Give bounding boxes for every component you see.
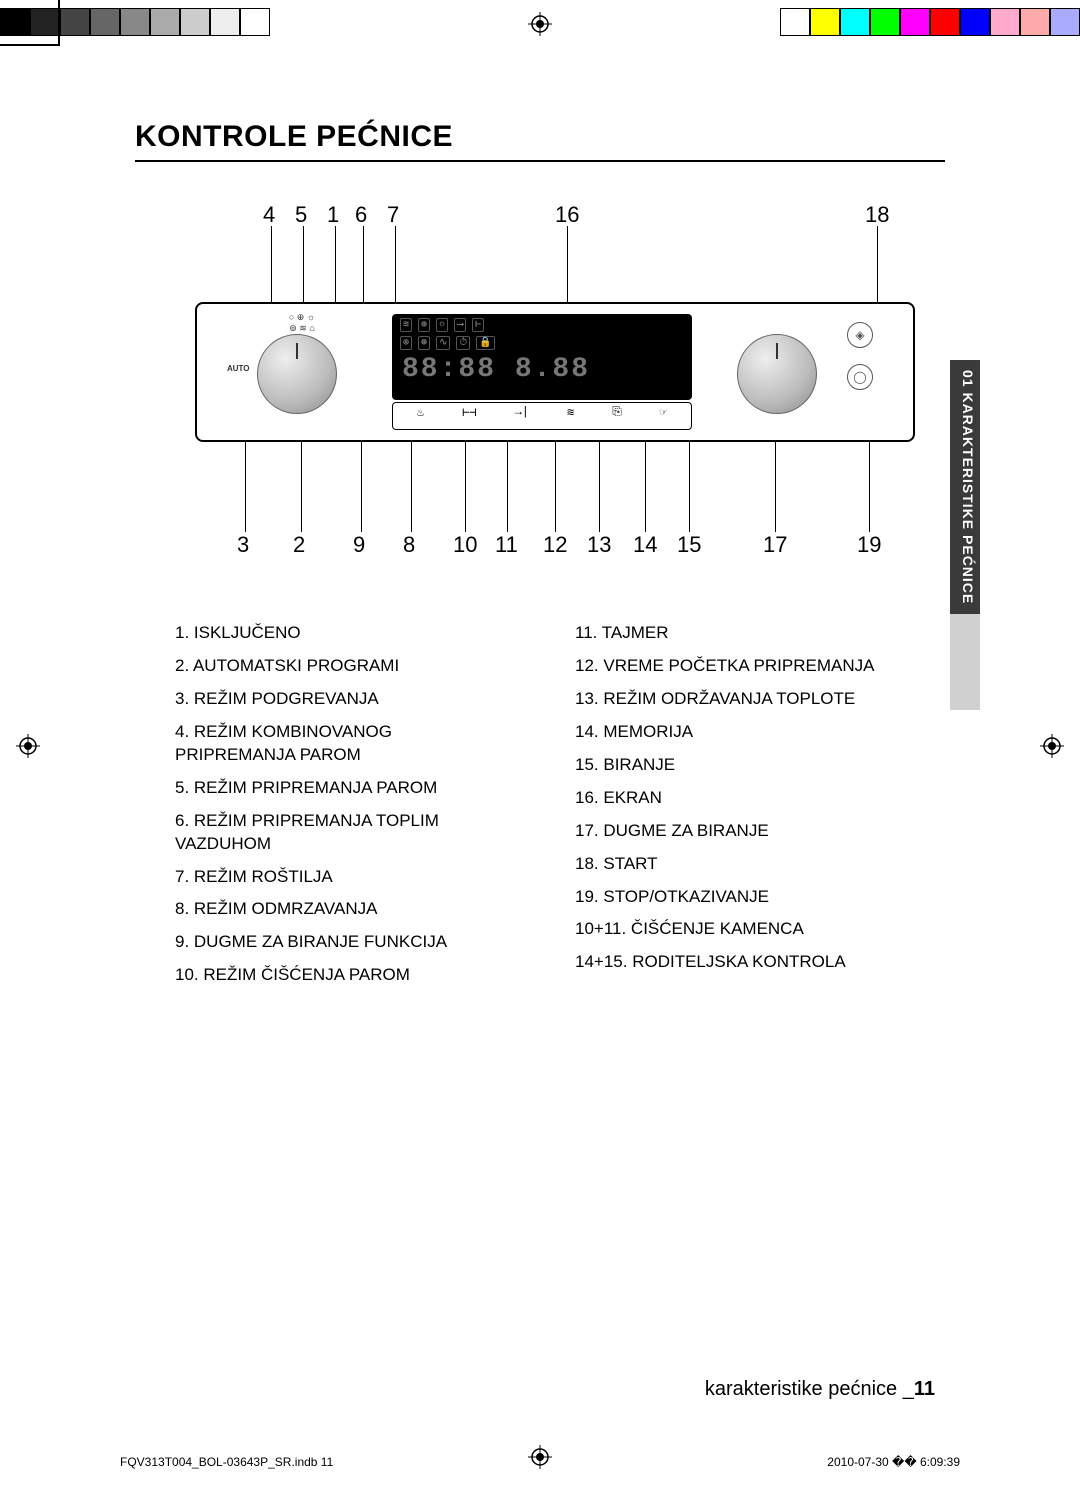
lcd-digits: 88:88 8.88 xyxy=(392,354,692,385)
callout-6: 6 xyxy=(355,202,367,228)
select-icon[interactable]: ☞ xyxy=(660,405,667,420)
print-footer: FQV313T004_BOL-03643P_SR.indb 11 2010-07… xyxy=(0,1455,1080,1469)
callout-12: 12 xyxy=(543,532,567,558)
start-time-icon[interactable]: →| xyxy=(515,405,529,420)
callout-14: 14 xyxy=(633,532,657,558)
function-knob[interactable] xyxy=(257,334,337,414)
callout-10: 10 xyxy=(453,532,477,558)
print-footer-left: FQV313T004_BOL-03643P_SR.indb 11 xyxy=(120,1455,333,1469)
legend-item: 14+15. RODITELJSKA KONTROLA xyxy=(575,951,915,974)
legend-right-column: 11. TAJMER 12. VREME POČETKA PRIPREMANJA 1… xyxy=(575,622,915,997)
legend-item: 13. REŽIM ODRŽAVANJA TOPLOTE xyxy=(575,688,915,711)
callout-15: 15 xyxy=(677,532,701,558)
callout-2: 2 xyxy=(293,532,305,558)
registration-mark-right xyxy=(1040,734,1064,758)
callout-16: 16 xyxy=(555,202,579,228)
start-button[interactable]: ◈ xyxy=(847,322,873,348)
legend-item: 8. REŽIM ODMRZAVANJA xyxy=(175,898,515,921)
stop-button[interactable]: ◯ xyxy=(847,364,873,390)
oven-control-diagram: 4 5 1 6 7 16 18 ○ ⊕ ☼⊚ ≋ ⌂ AUTO ≋⊕☼⟶⊢ ⊚⊛… xyxy=(195,202,915,572)
lcd-screen: ≋⊕☼⟶⊢ ⊚⊛∿⏱🔒 88:88 8.88 xyxy=(392,314,692,400)
oven-panel: ○ ⊕ ☼⊚ ≋ ⌂ AUTO ≋⊕☼⟶⊢ ⊚⊛∿⏱🔒 88:88 8.88 ♨… xyxy=(195,302,915,442)
timer-icon[interactable]: ⊢⊣ xyxy=(462,405,476,420)
callout-18: 18 xyxy=(865,202,889,228)
callout-9: 9 xyxy=(353,532,365,558)
legend-item: 5. REŽIM PRIPREMANJA PAROM xyxy=(175,777,515,800)
footer-label: karakteristike pećnice _ xyxy=(705,1378,914,1400)
legend-item: 11. TAJMER xyxy=(575,622,915,645)
callout-1: 1 xyxy=(327,202,339,228)
legend: 1. ISKLJUČENO 2. AUTOMATSKI PROGRAMI 3. RE… xyxy=(175,622,945,997)
legend-item: 7. REŽIM ROŠTILJA xyxy=(175,866,515,889)
legend-left-column: 1. ISKLJUČENO 2. AUTOMATSKI PROGRAMI 3. RE… xyxy=(175,622,515,997)
section-tab-tail xyxy=(950,614,980,710)
lcd-mid-icons: ⊚⊛∿⏱🔒 xyxy=(392,336,692,354)
memory-icon[interactable]: ⎘ xyxy=(612,405,622,420)
lcd-button-strip: ♨ ⊢⊣ →| ≋ ⎘ ☞ xyxy=(392,402,692,430)
legend-item: 17. DUGME ZA BIRANJE xyxy=(575,820,915,843)
legend-item: 10. REŽIM ČIŠĆENJA PAROM xyxy=(175,964,515,987)
page-title: KONTROLE PEĆNICE xyxy=(135,120,945,162)
callout-17: 17 xyxy=(763,532,787,558)
registration-mark-top xyxy=(528,12,552,36)
print-footer-right: 2010-07-30 �� 6:09:39 xyxy=(827,1455,960,1469)
legend-item: 19. STOP/OTKAZIVANJE xyxy=(575,886,915,909)
auto-label: AUTO xyxy=(227,364,250,374)
callout-5: 5 xyxy=(295,202,307,228)
legend-item: 12. VREME POČETKA PRIPREMANJA xyxy=(575,655,915,678)
callout-11: 11 xyxy=(495,532,518,558)
legend-item: 1. ISKLJUČENO xyxy=(175,622,515,645)
callout-19: 19 xyxy=(857,532,881,558)
callout-7: 7 xyxy=(387,202,399,228)
select-knob[interactable] xyxy=(737,334,817,414)
crop-mark xyxy=(0,44,60,46)
callout-4: 4 xyxy=(263,202,275,228)
legend-item: 3. REŽIM PODGREVANJA xyxy=(175,688,515,711)
legend-item: 9. DUGME ZA BIRANJE FUNKCIJA xyxy=(175,931,515,954)
section-tab-label: 01 KARAKTERISTIKE PEĆNICE xyxy=(950,360,980,614)
page-content: KONTROLE PEĆNICE 4 5 1 6 7 16 18 ○ ⊕ ☼⊚ … xyxy=(135,120,945,997)
keep-warm-icon[interactable]: ≋ xyxy=(567,405,574,420)
legend-item: 15. BIRANJE xyxy=(575,754,915,777)
legend-item: 4. REŽIM KOMBINOVANOG PRIPREMANJA PAROM xyxy=(175,721,515,767)
registration-mark-left xyxy=(16,734,40,758)
legend-item: 18. START xyxy=(575,853,915,876)
legend-item: 6. REŽIM PRIPREMANJA TOPLIM VAZDUHOM xyxy=(175,810,515,856)
mode-icons: ○ ⊕ ☼⊚ ≋ ⌂ xyxy=(257,312,347,334)
legend-item: 10+11. ČIŠĆENJE KAMENCA xyxy=(575,918,915,941)
legend-item: 2. AUTOMATSKI PROGRAMI xyxy=(175,655,515,678)
callout-8: 8 xyxy=(403,532,415,558)
page-footer: karakteristike pećnice _11 xyxy=(705,1378,935,1401)
lcd-top-icons: ≋⊕☼⟶⊢ xyxy=(392,314,692,336)
legend-item: 16. EKRAN xyxy=(575,787,915,810)
steam-clean-icon[interactable]: ♨ xyxy=(417,405,424,420)
section-tab: 01 KARAKTERISTIKE PEĆNICE xyxy=(950,360,980,710)
footer-page: 11 xyxy=(914,1378,935,1400)
legend-item: 14. MEMORIJA xyxy=(575,721,915,744)
callout-13: 13 xyxy=(587,532,611,558)
callout-3: 3 xyxy=(237,532,249,558)
